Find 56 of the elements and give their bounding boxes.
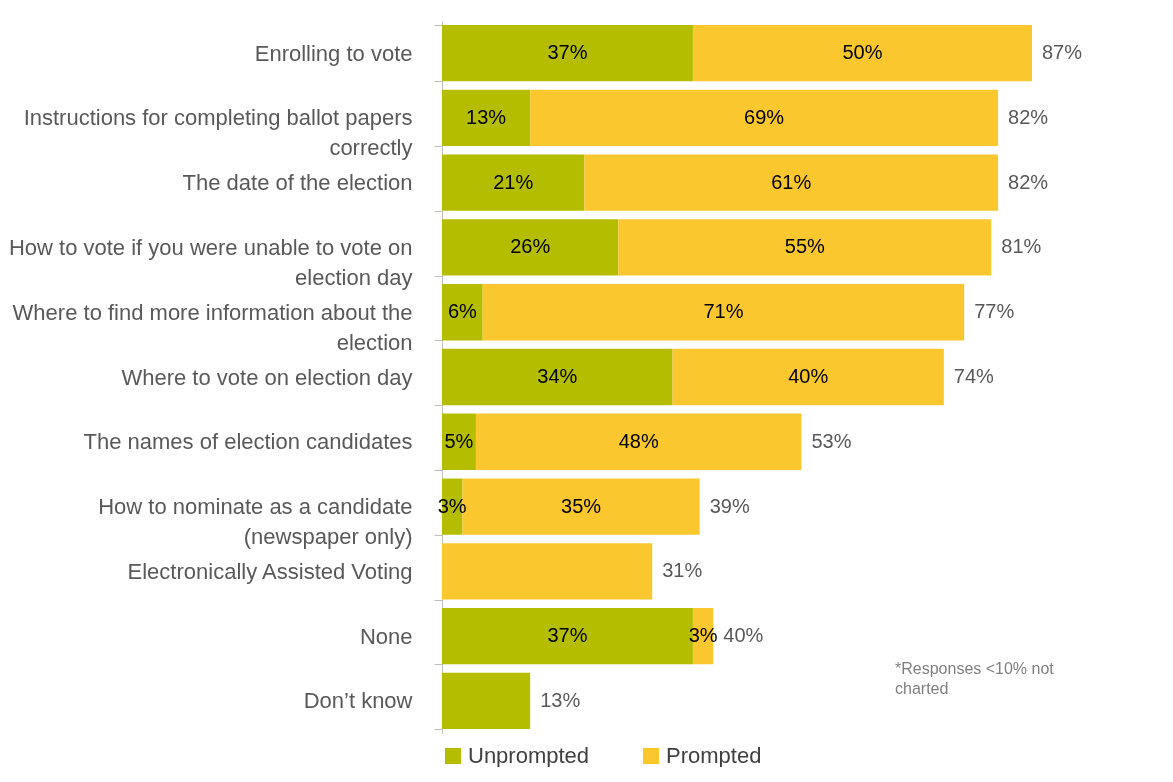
total-label: 82%	[1008, 170, 1049, 193]
data-label: 55%	[784, 235, 826, 258]
y-tick-label: Instructions for completing ballot papers correctly	[23, 105, 413, 161]
y-tick-label: Don’t know	[303, 688, 413, 714]
bar	[672, 348, 944, 406]
total-label: 82%	[1008, 105, 1049, 128]
bar	[442, 284, 483, 341]
bar	[442, 543, 653, 600]
bar	[584, 154, 999, 211]
y-tick-label: Enrolling to vote	[254, 40, 413, 66]
bar	[442, 348, 673, 406]
data-label: 37%	[547, 624, 588, 647]
bar	[530, 89, 999, 147]
bar	[442, 89, 531, 147]
data-label: 26%	[510, 235, 551, 258]
y-tick-label: The date of the election	[182, 170, 413, 196]
annotation: *Responses <10% not charted	[895, 660, 1055, 697]
total-label: 31%	[662, 559, 703, 582]
data-label: 5%	[444, 429, 474, 452]
legend-label: Prompted	[666, 743, 762, 768]
data-label: 69%	[744, 105, 785, 128]
bar	[692, 24, 1032, 82]
data-label: 6%	[447, 300, 478, 323]
data-label: 40%	[788, 365, 829, 387]
bar	[442, 154, 585, 211]
data-label: 13%	[466, 105, 507, 128]
data-label: 34%	[537, 365, 578, 387]
bar	[442, 219, 619, 276]
y-tick-label: Where to vote on election day	[121, 364, 413, 390]
data-label: 21%	[493, 170, 534, 193]
data-label: 71%	[703, 300, 744, 323]
y-tick-label: None	[359, 623, 413, 649]
legend-label: Unprompted	[468, 743, 590, 768]
bar	[475, 413, 802, 470]
total-label: 40%	[723, 624, 764, 647]
data-label: 37%	[547, 41, 588, 64]
bar	[442, 672, 531, 730]
data-label: 61%	[771, 170, 812, 193]
total-label: 77%	[974, 300, 1015, 323]
y-tick-label: The names of election candidates	[83, 429, 413, 455]
bar	[618, 219, 992, 276]
total-label: 81%	[1001, 235, 1042, 258]
y-tick-label: Where to find more information about the election	[12, 299, 413, 355]
bar	[482, 284, 965, 341]
y-tick-label: Electronically Assisted Voting	[127, 558, 413, 584]
total-label: 53%	[811, 429, 852, 452]
data-label: 35%	[561, 494, 602, 517]
total-label: 39%	[709, 494, 750, 517]
data-label: 50%	[842, 41, 883, 64]
data-label: 48%	[618, 429, 659, 452]
total-label: 13%	[540, 688, 581, 711]
bar	[442, 24, 693, 82]
total-label: 87%	[1042, 41, 1083, 64]
y-tick-label: How to nominate as a candidate (newspaper only)	[98, 494, 413, 550]
y-tick-label: How to vote if you were unable to vote on election day	[8, 234, 413, 290]
total-label: 74%	[953, 365, 995, 387]
